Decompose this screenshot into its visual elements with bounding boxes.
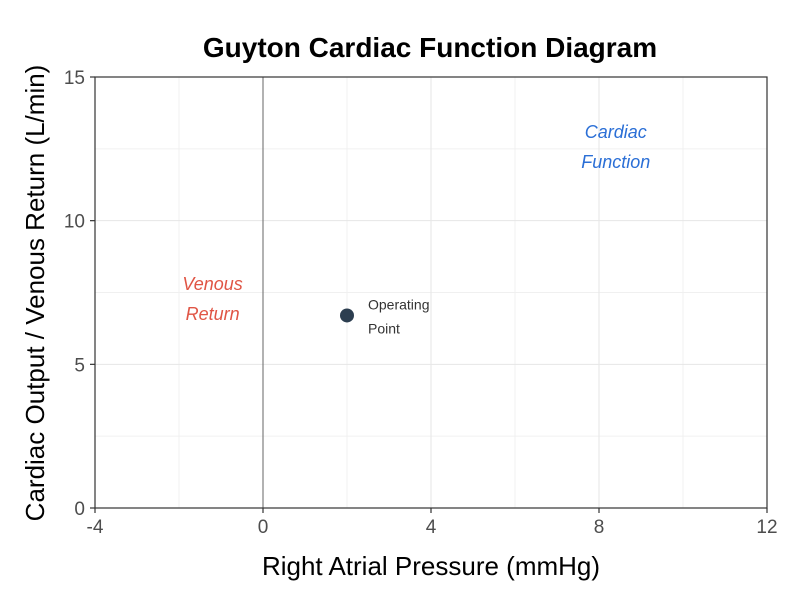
annotation-text: Return (186, 304, 240, 324)
axes (94, 76, 768, 509)
annotation-text: Cardiac (585, 122, 647, 142)
x-tick-label: 8 (594, 517, 605, 538)
x-tick-label: -4 (87, 517, 104, 538)
y-tick-label: 10 (64, 212, 85, 233)
annotations: Venous Return Cardiac Function (182, 122, 650, 324)
y-tick-label: 0 (74, 499, 85, 520)
annotation-text: Function (581, 152, 650, 172)
operating-point-label: Point (368, 320, 400, 336)
x-tick-label: 0 (258, 517, 269, 538)
y-tick-label: 5 (74, 355, 85, 376)
plot-border (94, 76, 768, 509)
x-tick-label: 4 (426, 517, 437, 538)
y-axis-title: Cardiac Output / Venous Return (L/min) (20, 65, 50, 522)
operating-point-label: Operating (368, 296, 429, 312)
x-axis-title: Right Atrial Pressure (mmHg) (262, 551, 600, 581)
x-tick-label: 12 (756, 517, 777, 538)
y-tick-label: 15 (64, 68, 85, 89)
annotation-text: Venous (182, 274, 242, 294)
chart-title: Guyton Cardiac Function Diagram (203, 32, 657, 63)
operating-point-marker (340, 308, 354, 323)
data-points: Operating Point (340, 296, 429, 336)
